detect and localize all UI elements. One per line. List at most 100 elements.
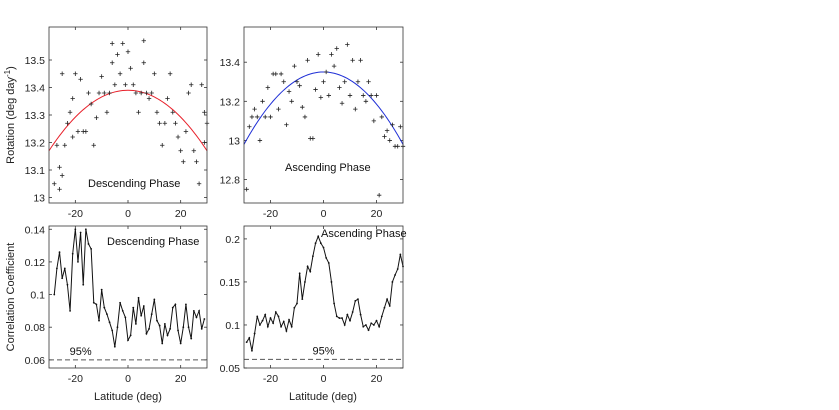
data-point <box>169 327 172 330</box>
data-point <box>343 324 346 326</box>
data-point <box>86 90 91 96</box>
plot-area <box>243 27 406 203</box>
data-point <box>117 71 123 76</box>
data-point <box>162 121 168 126</box>
x-axis-label: Latitude (deg) <box>289 391 357 403</box>
data-point <box>107 90 112 96</box>
y-tick-label: 0.12 <box>25 257 46 269</box>
y-tick-label: 0.14 <box>25 224 46 236</box>
data-point <box>349 319 351 322</box>
plot-area: 95% <box>49 226 207 368</box>
data-point <box>319 242 322 245</box>
data-point <box>282 320 285 323</box>
data-point <box>379 114 384 120</box>
data-point <box>141 38 146 43</box>
data-point <box>69 309 71 312</box>
data-point <box>256 315 259 318</box>
data-point <box>278 71 284 77</box>
data-point <box>399 253 402 256</box>
axes-frame <box>48 26 208 204</box>
data-point <box>351 311 354 313</box>
data-point <box>173 121 178 126</box>
data-point <box>135 323 137 325</box>
data-point <box>386 298 388 301</box>
xtick-labels: -20 0 20 <box>263 208 383 220</box>
fit-curve <box>243 71 404 145</box>
data-point <box>179 342 182 345</box>
data-point <box>249 114 255 120</box>
data-point <box>322 246 325 249</box>
data-point <box>102 90 107 96</box>
data-point <box>83 129 89 134</box>
data-point <box>192 309 195 312</box>
data-point <box>142 305 145 307</box>
data-point <box>316 52 321 57</box>
data-point <box>78 77 83 82</box>
data-point <box>88 101 94 107</box>
data-point <box>178 148 183 153</box>
y-tick-label: 13.2 <box>25 138 46 150</box>
data-point <box>289 99 294 104</box>
data-point <box>269 317 272 319</box>
plot-area <box>48 27 210 203</box>
data-point <box>333 302 335 305</box>
data-point <box>154 110 160 115</box>
data-point <box>141 60 146 65</box>
x-tick-label: 20 <box>371 208 383 220</box>
y-tick-label: 0.1 <box>225 320 240 332</box>
y-tick-label: 0.15 <box>220 277 241 289</box>
data-point <box>245 341 248 344</box>
data-point <box>59 71 65 76</box>
data-point <box>330 281 333 283</box>
data-point <box>301 298 304 301</box>
x-tick-label: 0 <box>321 373 327 385</box>
data-point <box>77 261 79 263</box>
y-tick-label: 13.2 <box>220 96 241 108</box>
panel-annotation: Ascending Phase <box>321 228 407 240</box>
threshold-label: 95% <box>312 345 334 357</box>
y-tick-label: 13.4 <box>220 57 241 69</box>
data-point <box>75 129 81 134</box>
data-point <box>98 319 100 322</box>
data-point <box>272 322 275 325</box>
data-point <box>174 303 177 306</box>
data-point <box>398 124 403 129</box>
data-point <box>374 93 379 98</box>
data-point <box>133 90 139 96</box>
data-point <box>318 95 324 100</box>
y-tick-label: 13.3 <box>25 110 46 122</box>
data-point <box>74 228 77 231</box>
data-point <box>329 52 334 57</box>
data-point <box>115 52 120 57</box>
data-point <box>252 106 257 112</box>
data-point <box>203 318 206 320</box>
data-point <box>339 101 345 106</box>
data-point <box>110 60 115 65</box>
data-point <box>177 329 179 332</box>
data-point <box>119 301 121 304</box>
x-tick-label: 0 <box>125 373 131 385</box>
data-point <box>82 283 85 286</box>
data-point <box>149 90 154 96</box>
data-point <box>57 165 62 170</box>
data-point <box>365 324 367 326</box>
data-point <box>54 143 60 148</box>
data-point <box>273 71 278 77</box>
y-tick-label: 0.08 <box>25 322 46 334</box>
data-point <box>153 298 156 301</box>
y-tick-label: 13 <box>33 193 45 205</box>
data-point <box>52 181 57 186</box>
ytick-labels: 12.8 13 13.2 13.4 <box>220 57 241 186</box>
data-point <box>100 288 103 291</box>
threshold-label: 95% <box>70 346 92 358</box>
data-point <box>199 82 204 87</box>
data-point <box>195 316 198 319</box>
data-point <box>92 301 95 304</box>
data-point <box>359 313 362 316</box>
y-axis-label: Correlation Coefficient <box>5 243 17 352</box>
data-point <box>73 71 78 76</box>
data-point <box>380 315 383 318</box>
data-point <box>116 326 119 329</box>
data-point <box>190 337 193 340</box>
data-point <box>321 79 326 84</box>
